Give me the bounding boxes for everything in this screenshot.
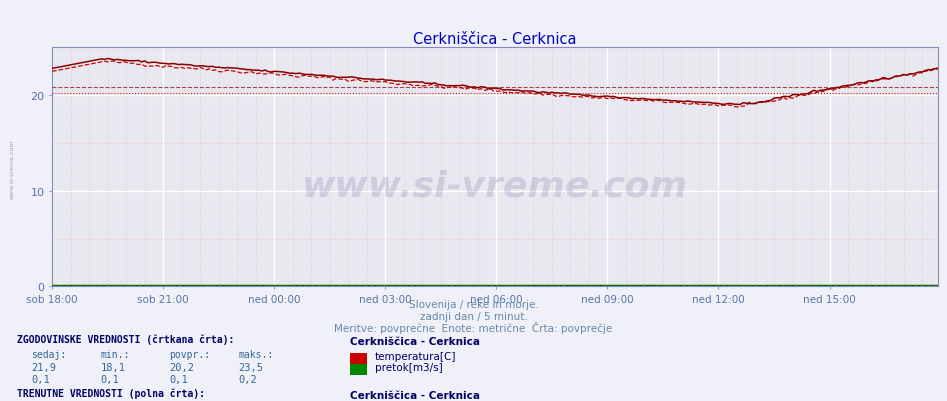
Text: 21,9: 21,9: [31, 362, 56, 372]
Text: povpr.:: povpr.:: [170, 349, 210, 359]
Text: Slovenija / reke in morje.: Slovenija / reke in morje.: [408, 299, 539, 309]
Text: ZGODOVINSKE VREDNOSTI (črtkana črta):: ZGODOVINSKE VREDNOSTI (črtkana črta):: [17, 333, 235, 344]
Text: 20,2: 20,2: [170, 362, 194, 372]
Text: 23,5: 23,5: [239, 362, 263, 372]
Text: 0,1: 0,1: [31, 374, 50, 384]
Text: Meritve: povprečne  Enote: metrične  Črta: povprečje: Meritve: povprečne Enote: metrične Črta:…: [334, 321, 613, 333]
Text: sedaj:: sedaj:: [31, 349, 66, 359]
Text: 18,1: 18,1: [100, 362, 125, 372]
Text: pretok[m3/s]: pretok[m3/s]: [375, 363, 443, 373]
Text: maks.:: maks.:: [239, 349, 274, 359]
Text: www.si-vreme.com: www.si-vreme.com: [302, 170, 688, 203]
Text: Cerkniščica - Cerknica: Cerkniščica - Cerknica: [350, 336, 480, 346]
Text: TRENUTNE VREDNOSTI (polna črta):: TRENUTNE VREDNOSTI (polna črta):: [17, 387, 205, 398]
Text: 0,1: 0,1: [170, 374, 188, 384]
Text: Cerkniščica - Cerknica: Cerkniščica - Cerknica: [350, 390, 480, 400]
Text: www.si-vreme.com: www.si-vreme.com: [9, 139, 15, 198]
Text: min.:: min.:: [100, 349, 130, 359]
Text: 0,2: 0,2: [239, 374, 258, 384]
Text: temperatura[C]: temperatura[C]: [375, 351, 456, 361]
Text: zadnji dan / 5 minut.: zadnji dan / 5 minut.: [420, 311, 527, 321]
Title: Cerkniščica - Cerknica: Cerkniščica - Cerknica: [413, 32, 577, 47]
Text: 0,1: 0,1: [100, 374, 119, 384]
